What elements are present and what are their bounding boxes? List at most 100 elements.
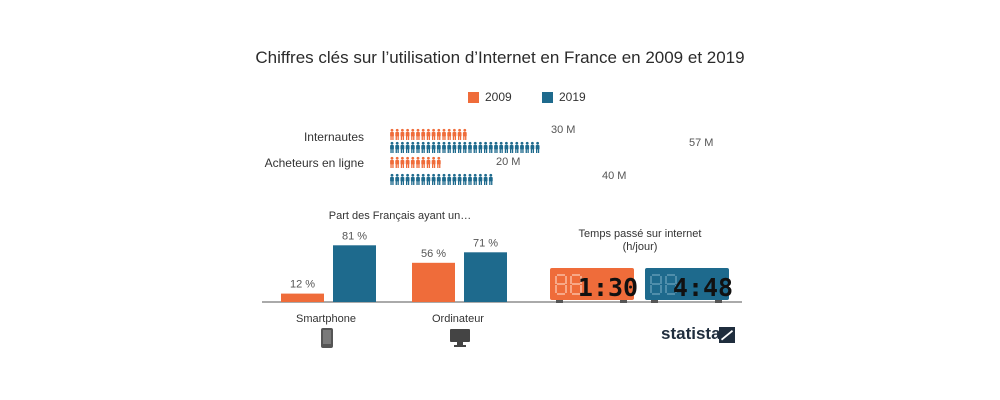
person-icon: [431, 141, 436, 153]
person-icon: [390, 141, 394, 153]
person-icon: [452, 128, 457, 140]
time-section-unit: (h/jour): [622, 241, 658, 253]
person-icon: [436, 141, 441, 153]
person-icon: [405, 141, 410, 153]
person-icon: [395, 156, 400, 168]
person-icon: [509, 141, 514, 153]
data-label-ordinateur-2009: 56 %: [421, 248, 446, 260]
person-icon: [452, 173, 457, 185]
person-icon: [457, 173, 462, 185]
person-icon: [426, 128, 431, 140]
person-icon: [436, 156, 441, 168]
person-icon: [395, 141, 400, 153]
person-icon: [431, 173, 436, 185]
row-label-acheteurs: Acheteurs en ligne: [264, 156, 364, 170]
person-icon: [436, 128, 441, 140]
person-icon: [504, 141, 509, 153]
smartphone-icon: [321, 328, 333, 348]
person-icon: [410, 141, 415, 153]
person-icon: [483, 173, 488, 185]
person-icon: [530, 141, 535, 153]
person-icon: [514, 141, 519, 153]
section-label-devices: Part des Français ayant un…: [328, 210, 472, 222]
legend-swatch-2009: [468, 92, 479, 103]
person-icon: [390, 173, 394, 185]
person-icon: [447, 128, 452, 140]
person-icon: [410, 173, 415, 185]
person-icon: [462, 128, 467, 140]
person-icon: [421, 128, 426, 140]
statista-logo-icon: [719, 327, 735, 343]
person-icon: [405, 173, 410, 185]
statista-logo-text: statista: [661, 324, 721, 343]
person-icon: [457, 141, 462, 153]
legend-swatch-2019: [542, 92, 553, 103]
clock-2009: 1:30: [550, 268, 638, 303]
legend-label-2009: 2009: [485, 90, 512, 104]
person-icon: [421, 141, 426, 153]
person-icon: [410, 128, 415, 140]
person-icon: [499, 141, 504, 153]
person-icon: [442, 141, 446, 153]
bar-ordinateur-2009: [412, 262, 455, 302]
person-icon: [525, 141, 530, 153]
person-icon: [442, 128, 446, 140]
value-label-internautes-2009: 30 M: [551, 124, 576, 136]
clock-2019-digits: 4:48: [673, 273, 733, 302]
value-label-acheteurs-2019: 40 M: [602, 170, 627, 182]
person-icon: [421, 156, 426, 168]
person-icon: [457, 128, 462, 140]
person-icon: [535, 141, 540, 153]
clock-2019: 4:48: [645, 268, 733, 303]
pictogram-row-0-2019: [390, 141, 540, 153]
person-icon: [447, 141, 452, 153]
person-icon: [416, 173, 420, 185]
person-icon: [488, 173, 493, 185]
person-icon: [395, 128, 400, 140]
person-icon: [400, 173, 405, 185]
person-icon: [483, 141, 488, 153]
value-label-internautes-2019: 57 M: [689, 137, 714, 149]
person-icon: [462, 141, 467, 153]
row-label-internautes: Internautes: [303, 130, 364, 144]
person-icon: [494, 141, 498, 153]
person-icon: [488, 141, 493, 153]
person-icon: [478, 173, 483, 185]
data-label-smartphone-2019: 81 %: [342, 230, 367, 242]
data-label-smartphone-2009: 12 %: [290, 279, 315, 291]
person-icon: [462, 173, 467, 185]
value-label-acheteurs-2009: 20 M: [496, 156, 521, 168]
pictogram-row-0-2009: [390, 128, 467, 140]
person-icon: [468, 141, 472, 153]
person-icon: [426, 141, 431, 153]
data-label-ordinateur-2019: 71 %: [473, 237, 498, 249]
person-icon: [447, 173, 452, 185]
person-icon: [400, 156, 405, 168]
person-icon: [395, 173, 400, 185]
person-icon: [405, 128, 410, 140]
person-icon: [416, 128, 420, 140]
computer-monitor-icon: [450, 329, 470, 347]
person-icon: [426, 156, 431, 168]
bar-ordinateur-2019: [464, 252, 507, 302]
person-icon: [473, 173, 478, 185]
person-icon: [436, 173, 441, 185]
person-icon: [452, 141, 457, 153]
category-label-ordinateur: Ordinateur: [432, 313, 484, 325]
person-icon: [442, 173, 446, 185]
person-icon: [400, 128, 405, 140]
person-icon: [431, 156, 436, 168]
legend-label-2019: 2019: [559, 90, 586, 104]
person-icon: [390, 128, 394, 140]
chart-title: Chiffres clés sur l’utilisation d’Intern…: [255, 48, 745, 67]
person-icon: [431, 128, 436, 140]
pictogram-row-1-2019: [390, 173, 493, 185]
bar-smartphone-2019: [333, 245, 376, 302]
person-icon: [468, 173, 472, 185]
person-icon: [478, 141, 483, 153]
person-icon: [410, 156, 415, 168]
bar-smartphone-2009: [281, 293, 324, 302]
person-icon: [400, 141, 405, 153]
